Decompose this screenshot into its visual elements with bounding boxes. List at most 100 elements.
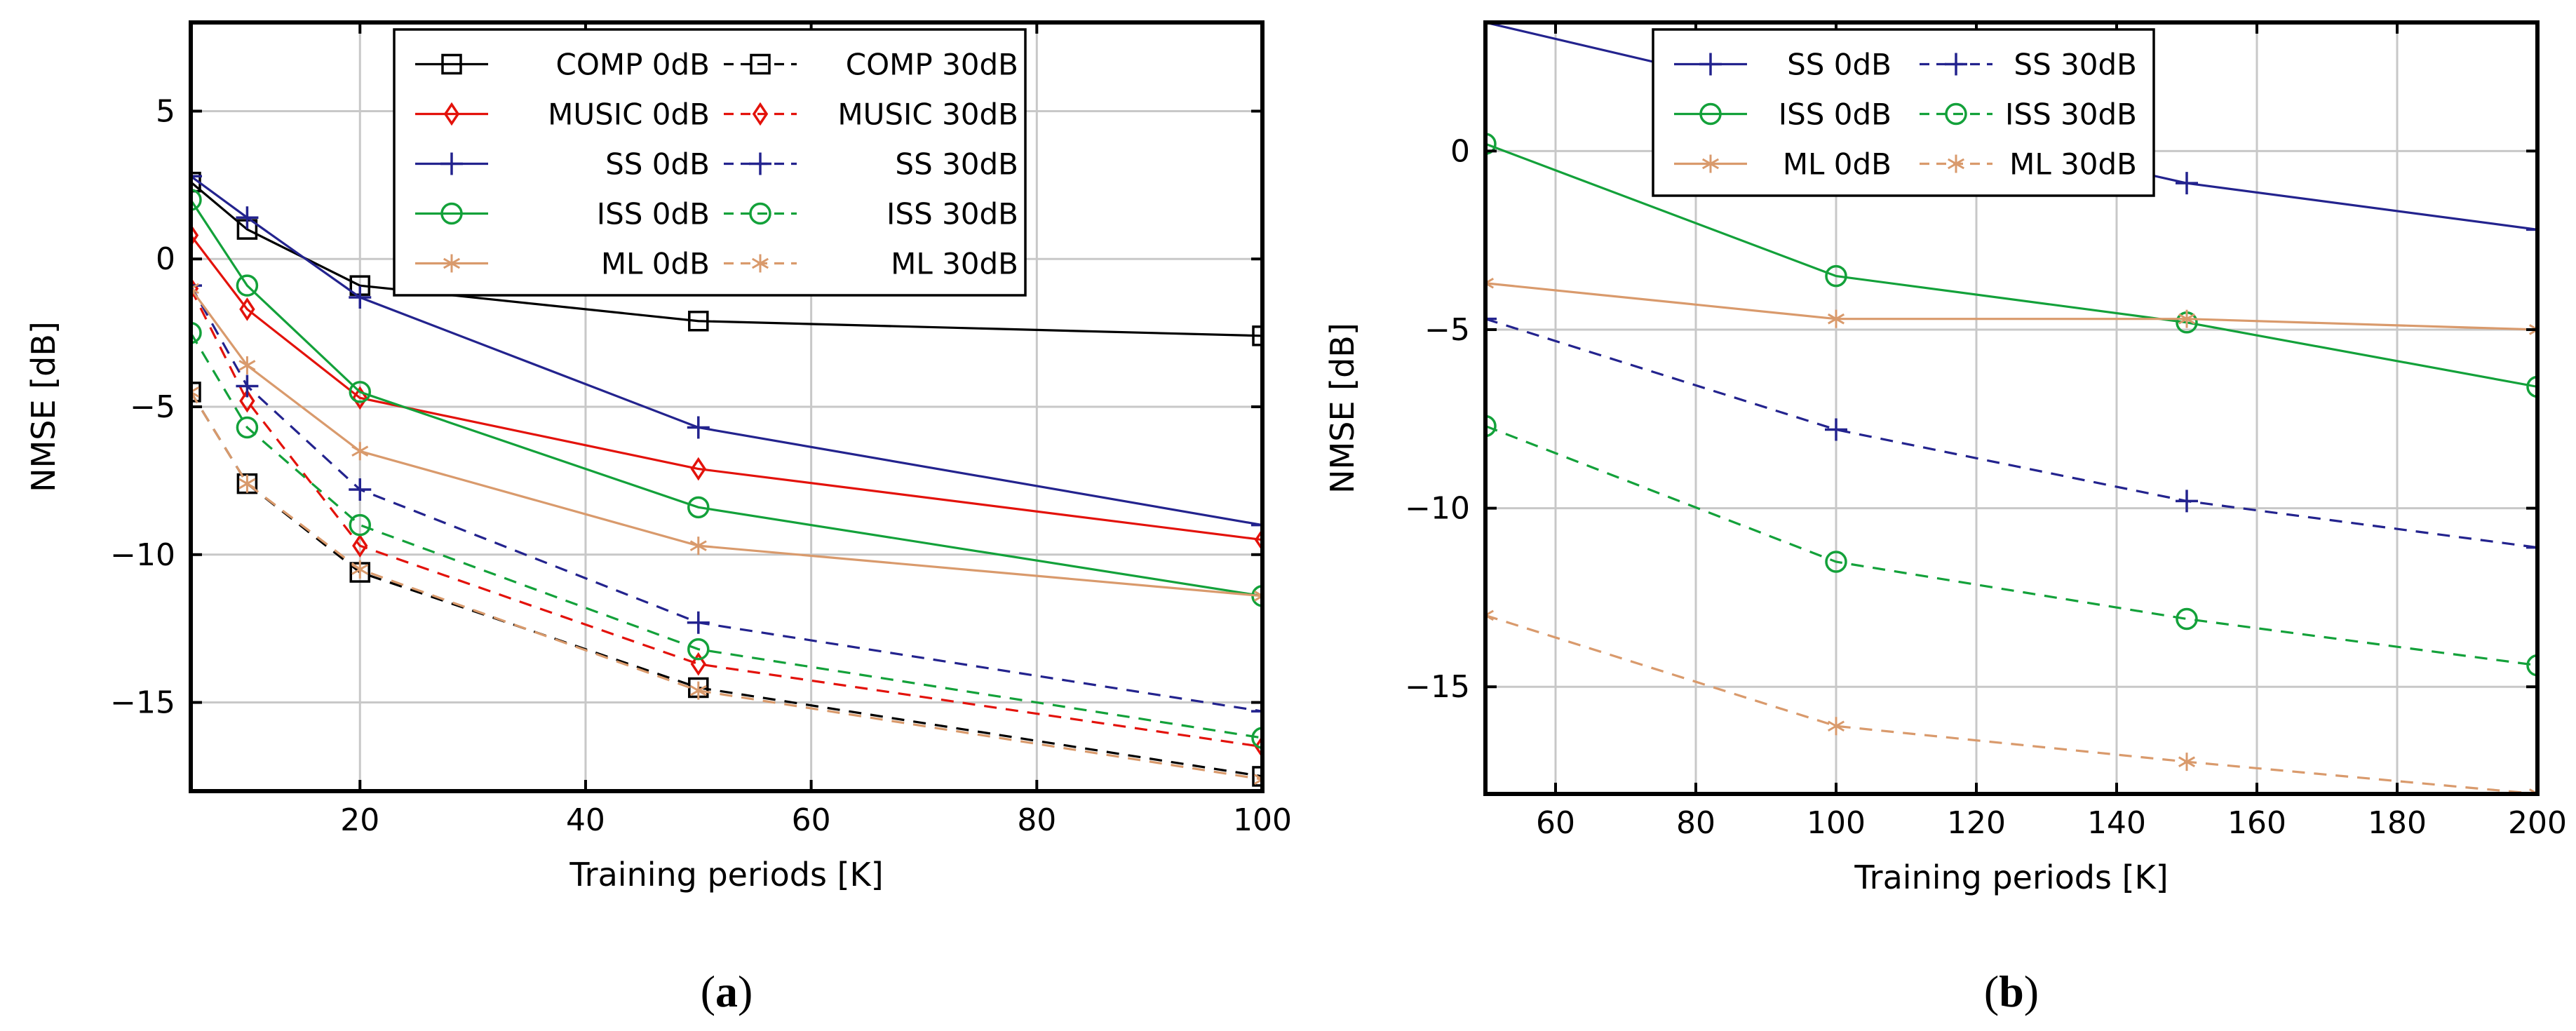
legend-entry-ml-0db: ML 0dB [415, 247, 710, 281]
data-point [1485, 274, 1495, 292]
chart-a: 20 40 60 80 100 5 0 −5 −10 −15 Training periods [K… [25, 20, 1292, 1016]
data-point [689, 537, 707, 555]
legend-swatch-marker [443, 102, 460, 126]
panel-label: (b) [1984, 966, 2039, 1016]
x-tick-label: 120 [1947, 805, 2006, 841]
legend-label: COMP 30dB [846, 48, 1018, 82]
series-ss-30db [1485, 307, 2537, 559]
legend-entry-music-0db: MUSIC 0dB [415, 97, 710, 132]
series-ml-0db [191, 279, 1262, 605]
panel-label-letter: b [1999, 966, 2024, 1016]
data-point [1485, 606, 1495, 625]
y-tick-label: 0 [1450, 133, 1470, 169]
data-point [2526, 654, 2537, 677]
series-line [191, 332, 1262, 739]
legend-swatch-marker [751, 254, 769, 273]
data-point [1825, 551, 1847, 573]
ticks: 60 80 100 120 140 160 180 200 0 −5 −10 −15 [1405, 22, 2567, 841]
y-tick-label: −5 [130, 389, 175, 425]
data-point [351, 560, 369, 579]
y-tick-label: 5 [156, 93, 175, 129]
data-point [238, 474, 256, 493]
legend-label: ISS 30dB [2005, 97, 2137, 132]
series-ss-0db [191, 165, 1262, 537]
series-line [191, 181, 1262, 337]
legend-label: ML 0dB [1783, 147, 1891, 182]
legend-label: SS 0dB [605, 147, 710, 182]
series-music-30db [191, 276, 1262, 759]
legend-label: ML 30dB [891, 247, 1018, 281]
data-point [689, 681, 707, 700]
data-point [2178, 753, 2196, 771]
data-point [2176, 172, 2198, 195]
ticks: 20 40 60 80 100 5 0 −5 −10 −15 [110, 22, 1292, 838]
plot-area [191, 165, 1262, 789]
data-point [191, 382, 200, 401]
data-point [236, 206, 259, 229]
data-point [236, 375, 259, 398]
data-point [191, 223, 199, 248]
y-tick-label: −10 [1405, 491, 1470, 527]
y-tick-label: −15 [110, 685, 175, 721]
data-point [1827, 717, 1845, 736]
legend-entry-ss-0db: SS 0dB [1674, 48, 1891, 82]
legend-box [393, 28, 1027, 297]
data-point [687, 638, 710, 661]
data-point [1825, 418, 1847, 441]
x-tick-label: 80 [1017, 802, 1056, 838]
x-tick-label: 160 [2227, 805, 2286, 841]
legend-entry-iss-0db: ISS 0dB [415, 197, 710, 231]
x-tick-label: 140 [2087, 805, 2146, 841]
legend: SS 0dB SS 30dB ISS 0dB ISS 30dB ML 0dB ML 30d… [1652, 28, 2155, 197]
x-axis-label: Training periods [K] [569, 856, 883, 894]
series-iss-30db [1485, 415, 2537, 677]
data-point [1825, 264, 1847, 288]
y-tick-label: −5 [1424, 312, 1470, 348]
data-point [239, 297, 255, 321]
series-music-0db [191, 223, 1262, 552]
panel-label: (a) [701, 966, 753, 1016]
y-tick-label: 0 [156, 241, 175, 277]
panel-label-letter: a [715, 966, 738, 1016]
x-tick-label: 100 [1233, 802, 1292, 838]
legend-swatch-marker [440, 152, 463, 175]
data-point [236, 274, 259, 297]
data-point [236, 416, 259, 439]
legend-label: MUSIC 30dB [837, 97, 1018, 132]
data-point [687, 611, 710, 634]
x-tick-label: 200 [2508, 805, 2567, 841]
data-point [349, 478, 372, 501]
series-line [1485, 282, 2537, 331]
legend-label: SS 30dB [895, 147, 1018, 182]
plot-area [1485, 22, 2537, 794]
x-axis-label: Training periods [K] [1854, 858, 2168, 896]
legend-label: ML 30dB [2009, 147, 2137, 182]
y-tick-label: −15 [1405, 669, 1470, 705]
legend-entry-ml-30db: ML 30dB [1920, 147, 2137, 182]
legend-label: SS 0dB [1787, 48, 1891, 82]
data-point [1254, 527, 1262, 552]
legend-swatch-marker [441, 53, 462, 75]
series-ml-30db [1485, 606, 2537, 794]
legend-entry-comp-0db: COMP 0dB [415, 48, 710, 82]
legend-entry-ss-0db: SS 0dB [415, 147, 710, 182]
series-ss-30db [191, 274, 1262, 723]
legend-label: SS 30dB [2014, 48, 2137, 82]
legend-swatch-marker [749, 152, 771, 175]
data-point [2526, 375, 2537, 398]
x-tick-label: 100 [1807, 805, 1866, 841]
series-line [1485, 142, 2537, 389]
legend-entry-ml-0db: ML 0dB [1674, 147, 1891, 182]
legend-entry-iss-30db: ISS 30dB [724, 197, 1018, 231]
series-line [191, 285, 1262, 713]
data-point [2526, 536, 2537, 559]
data-point [1827, 309, 1845, 328]
legend-entry-ml-30db: ML 30dB [724, 247, 1018, 281]
legend-label: ISS 0dB [597, 197, 710, 231]
legend: COMP 0dB COMP 30dB MUSIC 0dB MUSIC 30dB SS 0… [393, 28, 1027, 297]
legend-label: ISS 30dB [886, 197, 1018, 231]
data-point [688, 311, 709, 332]
legend-entry-iss-30db: ISS 30dB [1920, 97, 2137, 132]
series-line [191, 199, 1262, 598]
